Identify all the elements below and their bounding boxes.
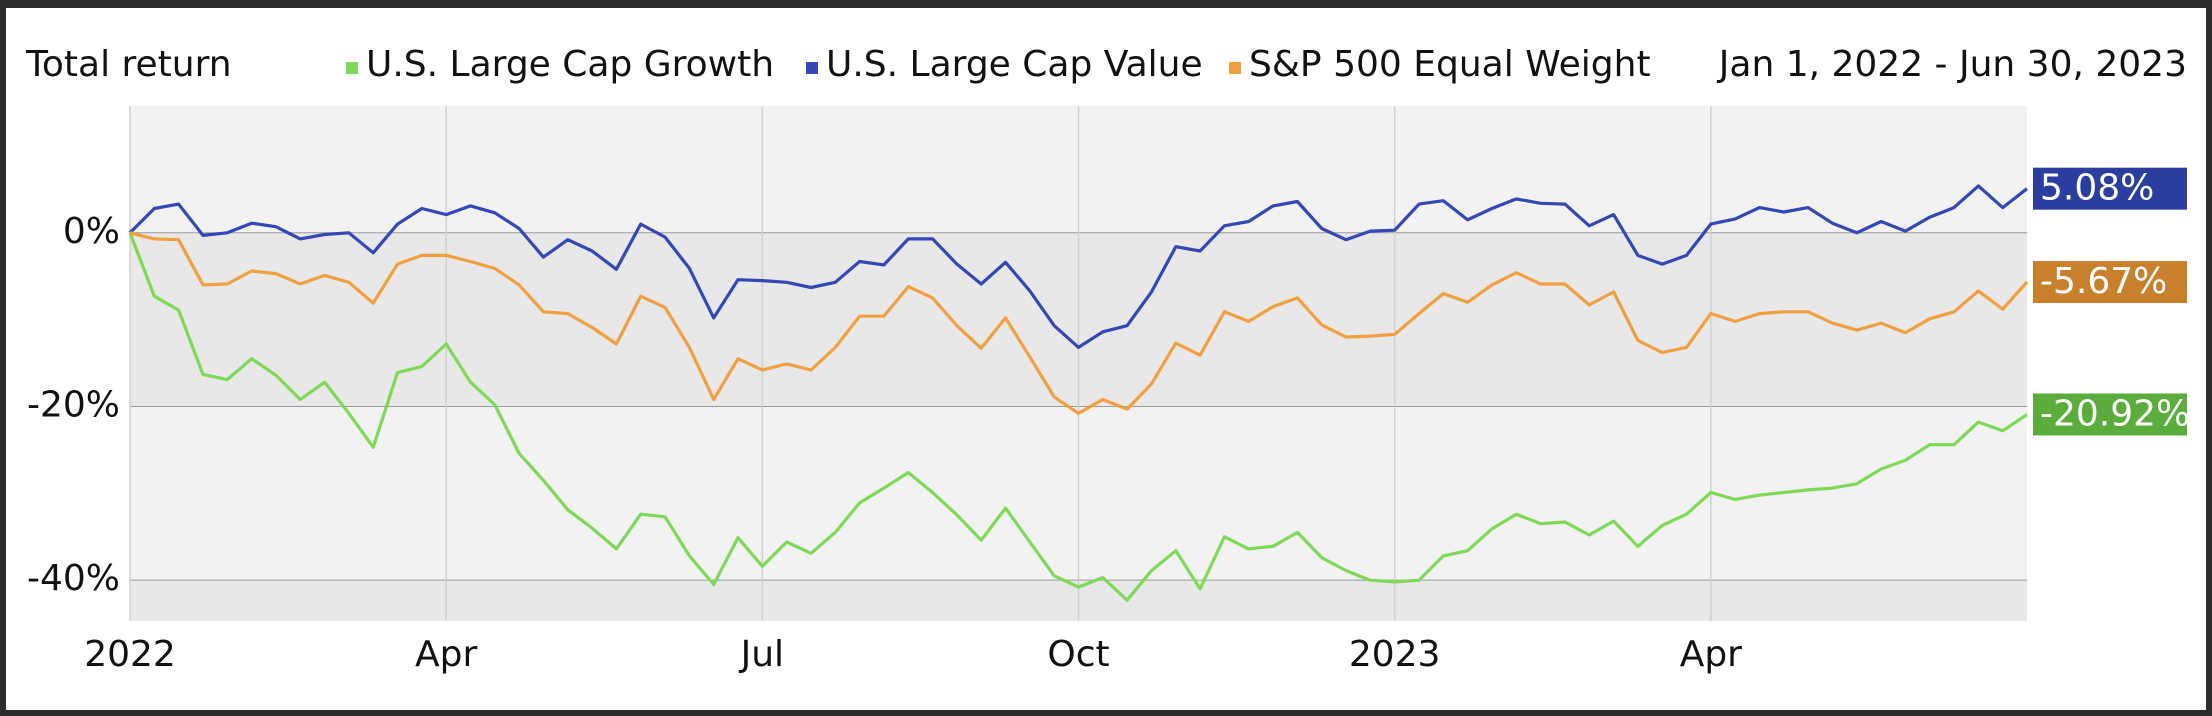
series-line xyxy=(129,231,2029,415)
y-tick-label: -40% xyxy=(27,558,120,599)
end-label-box xyxy=(2033,167,2187,210)
x-tick-label: Oct xyxy=(1047,634,1109,675)
x-tick-label: 2022 xyxy=(84,634,176,675)
end-label-box xyxy=(2033,261,2187,304)
x-tick-label: Apr xyxy=(415,634,477,675)
x-tick-label: Apr xyxy=(1680,634,1742,675)
legend-label: S&P 500 Equal Weight xyxy=(1249,44,1651,85)
x-tick-label: 2023 xyxy=(1349,634,1441,675)
x-tick-label: Jul xyxy=(739,634,784,675)
end-label-box xyxy=(2033,393,2187,436)
series-line xyxy=(128,232,2028,602)
end-label: 5.08% xyxy=(2040,168,2154,209)
legend-swatch xyxy=(806,62,818,74)
chart-title: Total return xyxy=(25,44,232,85)
series-line xyxy=(128,184,2028,349)
legend-swatch xyxy=(1229,62,1241,74)
y-tick-label: 0% xyxy=(63,211,120,252)
legend-label: U.S. Large Cap Growth xyxy=(366,44,774,85)
y-tick-label: -20% xyxy=(27,384,120,425)
legend-swatch xyxy=(346,62,358,74)
end-label: -20.92% xyxy=(2040,393,2190,434)
end-label: -5.67% xyxy=(2040,261,2167,302)
date-range: Jan 1, 2022 - Jun 30, 2023 xyxy=(1717,44,2187,85)
legend-label: U.S. Large Cap Value xyxy=(826,44,1203,85)
